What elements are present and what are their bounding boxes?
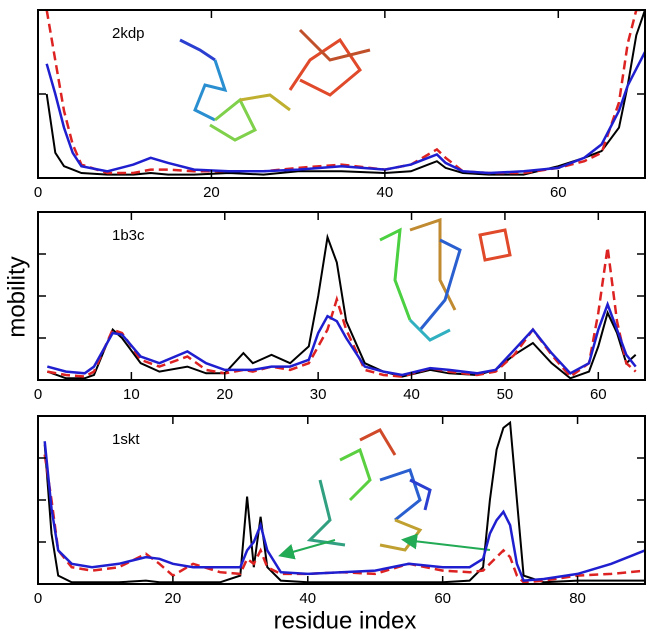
x-tick-label: 0 — [34, 590, 42, 607]
x-tick-label: 20 — [203, 184, 220, 201]
x-tick-label: 40 — [377, 184, 394, 201]
x-tick-label: 0 — [34, 184, 42, 201]
x-tick-label: 60 — [550, 184, 567, 201]
plot-lines — [46, 233, 637, 380]
data-line — [46, 300, 637, 377]
x-axis-label: residue index — [274, 607, 417, 634]
plot-lines — [43, 420, 645, 584]
x-tick-label: 40 — [403, 386, 420, 403]
data-line — [45, 51, 645, 175]
x-tick-label: 40 — [299, 590, 316, 607]
panel-label: 1skt — [112, 431, 140, 448]
structure-image — [179, 28, 371, 142]
data-line — [43, 420, 645, 584]
data-line — [47, 247, 637, 379]
x-tick-label: 10 — [123, 386, 140, 403]
x-tick-label: 50 — [497, 386, 514, 403]
structure-image — [278, 428, 491, 560]
x-tick-label: 80 — [569, 590, 586, 607]
x-tick-label: 60 — [434, 590, 451, 607]
panel-label: 1b3c — [112, 227, 145, 244]
data-line — [43, 441, 645, 582]
structure-image — [379, 217, 512, 342]
panel-label: 2kdp — [112, 25, 145, 42]
x-tick-label: 60 — [590, 386, 607, 403]
x-tick-label: 0 — [34, 386, 42, 403]
y-axis-label: mobility — [3, 256, 30, 337]
x-tick-label: 20 — [165, 590, 182, 607]
x-tick-label: 20 — [216, 386, 233, 403]
data-line — [46, 233, 637, 380]
x-tick-label: 30 — [310, 386, 327, 403]
data-line — [43, 454, 645, 584]
